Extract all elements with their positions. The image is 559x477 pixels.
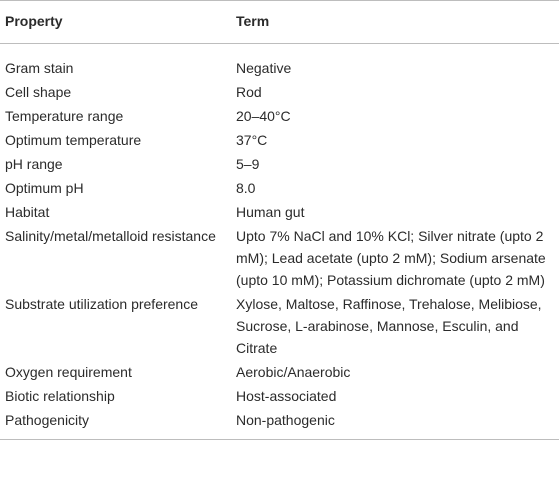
header-row: Property Term xyxy=(0,0,559,44)
term-cell: Human gut xyxy=(236,204,305,220)
term-cell: Xylose, Maltose, Raffinose, Trehalose, M… xyxy=(236,296,542,356)
table-row: pH range 5–9 xyxy=(0,153,559,177)
property-cell: Temperature range xyxy=(5,108,124,124)
column-header-property: Property xyxy=(0,0,233,44)
property-cell: pH range xyxy=(5,156,63,172)
property-cell: Optimum temperature xyxy=(5,132,142,148)
term-cell: Negative xyxy=(236,60,292,76)
table-row: Substrate utilization preference Xylose, … xyxy=(0,293,559,361)
property-cell: Substrate utilization preference xyxy=(5,296,198,312)
property-cell: Salinity/metal/metalloid resistance xyxy=(5,228,216,244)
table-row: Cell shape Rod xyxy=(0,81,559,105)
property-cell: Gram stain xyxy=(5,60,74,76)
table-row: Oxygen requirement Aerobic/Anaerobic xyxy=(0,361,559,385)
table-row: Salinity/metal/metalloid resistance Upto … xyxy=(0,225,559,293)
property-cell: Habitat xyxy=(5,204,50,220)
term-cell: Rod xyxy=(236,84,262,100)
property-cell: Cell shape xyxy=(5,84,72,100)
properties-table: Property Term Gram stain Negative Cell sha… xyxy=(0,0,559,440)
term-cell: 5–9 xyxy=(236,156,260,172)
property-cell: Biotic relationship xyxy=(5,388,115,404)
table-header: Property Term xyxy=(0,0,559,44)
term-cell: 20–40°C xyxy=(236,108,291,124)
term-cell: 37°C xyxy=(236,132,268,148)
term-cell: Non-pathogenic xyxy=(233,409,559,440)
term-cell: Host-associated xyxy=(236,388,337,404)
term-cell: 8.0 xyxy=(236,180,256,196)
property-cell: Optimum pH xyxy=(5,180,84,196)
term-cell: Upto 7% NaCl and 10% KCl; Silver nitrate… xyxy=(236,228,546,288)
table-body: Gram stain Negative Cell shape Rod Temperatu… xyxy=(0,44,559,440)
property-cell: Oxygen requirement xyxy=(5,364,132,380)
table-row: Habitat Human gut xyxy=(0,201,559,225)
property-cell: Pathogenicity xyxy=(0,409,233,440)
column-header-term: Term xyxy=(233,0,559,44)
table-row: Biotic relationship Host-associated xyxy=(0,385,559,409)
table-row: Optimum pH 8.0 xyxy=(0,177,559,201)
table-row: Optimum temperature 37°C xyxy=(0,129,559,153)
table-row: Temperature range 20–40°C xyxy=(0,105,559,129)
term-cell: Aerobic/Anaerobic xyxy=(236,364,351,380)
table-row: Pathogenicity Non-pathogenic xyxy=(0,409,559,440)
table-row: Gram stain Negative xyxy=(0,44,559,82)
